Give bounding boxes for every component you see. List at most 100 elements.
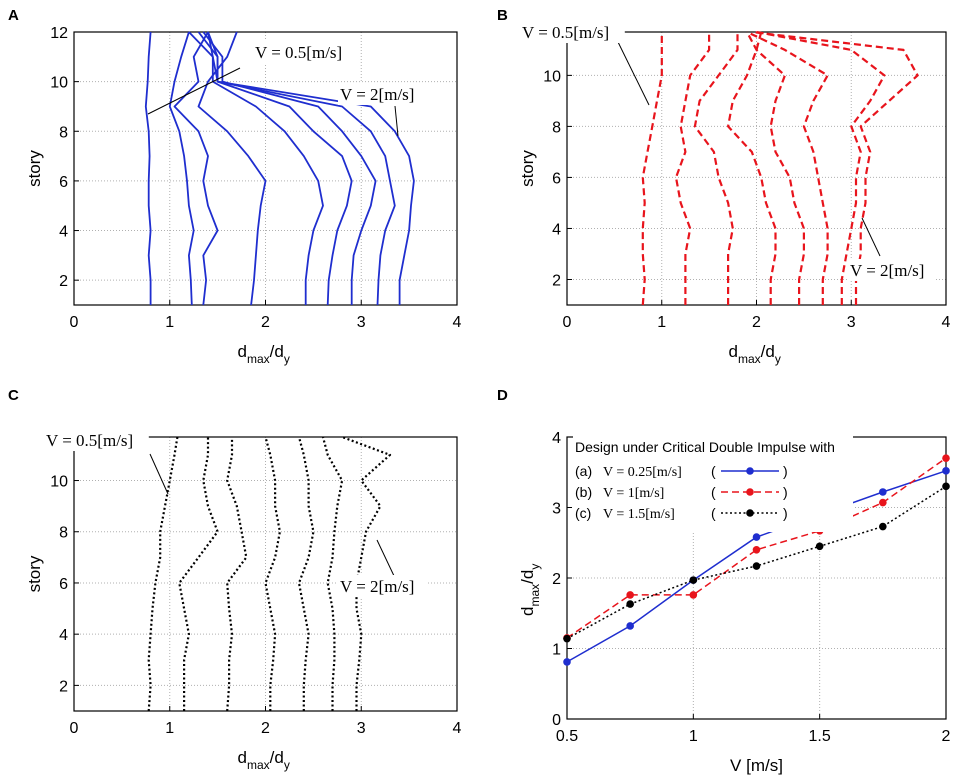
- series-line: [674, 32, 711, 305]
- x-tick-label: 2: [261, 720, 270, 737]
- x-tick-label: 3: [357, 720, 366, 737]
- y-tick-label: 8: [552, 119, 561, 136]
- annotation-bg: [44, 429, 149, 451]
- y-axis-label: story: [518, 150, 537, 187]
- annotation-leader: [376, 539, 396, 579]
- series-line: [264, 436, 281, 711]
- series-line: [178, 437, 219, 711]
- series-line: [226, 437, 248, 712]
- y-tick-label: 6: [552, 170, 561, 187]
- x-tick-label: 4: [453, 314, 462, 331]
- data-point: [942, 467, 950, 475]
- data-point: [752, 533, 761, 541]
- x-axis-label: dmax/dy: [238, 748, 290, 772]
- x-tick-label: 1: [657, 314, 666, 331]
- annotation-leader: [861, 217, 881, 257]
- annotation-label: V = 2[m/s]: [340, 577, 414, 596]
- y-tick-label: 10: [543, 68, 561, 85]
- x-tick-label: 1: [165, 720, 174, 737]
- legend-swatch-marker: [746, 509, 754, 517]
- series-line: [207, 31, 324, 305]
- series-line: [746, 31, 806, 305]
- y-tick-label: 4: [552, 430, 561, 447]
- legend-paren: (: [711, 484, 716, 500]
- y-tick-label: 6: [59, 576, 68, 593]
- x-axis-label: dmax/dy: [729, 342, 781, 366]
- data-point: [879, 522, 887, 531]
- x-tick-label: 3: [847, 314, 856, 331]
- y-tick-label: 2: [59, 273, 68, 290]
- x-tick-label: 0: [70, 314, 79, 331]
- y-tick-label: 2: [552, 571, 561, 588]
- data-point: [879, 498, 887, 507]
- x-tick-label: 2: [942, 728, 951, 745]
- x-tick-label: 4: [453, 720, 462, 737]
- y-tick-label: 4: [59, 224, 68, 241]
- data-point: [563, 634, 571, 643]
- panel-label: D: [497, 387, 508, 404]
- y-tick-label: 4: [59, 627, 68, 644]
- panel-label: C: [8, 387, 19, 404]
- annotation-leader: [394, 105, 399, 137]
- series-line: [297, 436, 315, 711]
- legend-item-label: V = 1[m/s]: [603, 486, 664, 501]
- y-axis-label: story: [25, 555, 44, 592]
- series-line: [726, 31, 777, 305]
- legend-item-label: V = 0.25[m/s]: [603, 465, 682, 480]
- data-point: [752, 562, 761, 570]
- data-point: [942, 482, 950, 491]
- series-line: [341, 435, 392, 711]
- data-point: [563, 658, 571, 666]
- legend-item-label: V = 1.5[m/s]: [603, 507, 675, 522]
- x-axis-label: dmax/dy: [238, 342, 290, 366]
- legend-paren: (: [711, 463, 716, 479]
- annotation-leader: [617, 41, 650, 106]
- data-point: [815, 542, 824, 551]
- y-tick-label: 8: [59, 525, 68, 542]
- panel-c: C 0 1 2 3 4 2 4 6 8 10 dmax/dy story V = 0.5[m/s] V = …: [8, 387, 462, 772]
- y-tick-label: 6: [59, 174, 68, 191]
- y-tick-label: 12: [50, 25, 68, 42]
- legend-item-name: (a): [575, 463, 592, 479]
- legend-swatch-marker: [746, 488, 754, 496]
- data-point: [689, 576, 698, 584]
- y-tick-label: 2: [552, 272, 561, 289]
- series-line: [202, 31, 377, 305]
- legend-item-name: (c): [575, 505, 591, 521]
- annotation-leader: [147, 67, 241, 115]
- series-line: [188, 31, 415, 305]
- y-tick-label: 10: [50, 75, 68, 92]
- data-point: [626, 600, 634, 608]
- x-tick-label: 2: [752, 314, 761, 331]
- y-axis-label: story: [25, 150, 44, 187]
- panel-label: A: [8, 7, 19, 24]
- annotation-bg: [338, 83, 426, 105]
- x-tick-label: 1: [689, 728, 698, 745]
- series-line: [197, 31, 267, 306]
- annotation-bg: [520, 21, 625, 43]
- x-tick-label: 0.5: [556, 728, 578, 745]
- series-line: [641, 32, 663, 306]
- annotation-bg: [253, 41, 358, 63]
- x-tick-label: 1.5: [809, 728, 831, 745]
- y-tick-label: 2: [59, 678, 68, 695]
- annotation-leader: [149, 453, 169, 495]
- annotation-label: V = 0.5[m/s]: [255, 43, 342, 62]
- x-axis-label: V [m/s]: [730, 756, 783, 775]
- series-line: [168, 31, 195, 306]
- legend-paren: ): [783, 505, 788, 521]
- series-line: [693, 32, 739, 305]
- y-tick-label: 4: [552, 221, 561, 238]
- series-line: [147, 436, 179, 712]
- data-point: [942, 454, 950, 462]
- y-axis-label: dmax/dy: [518, 564, 542, 616]
- series-line: [746, 31, 829, 305]
- data-point: [626, 622, 634, 630]
- data-point: [752, 546, 761, 554]
- x-tick-label: 2: [261, 314, 270, 331]
- legend-paren: ): [783, 484, 788, 500]
- legend-swatch-marker: [746, 467, 754, 475]
- annotation-bg: [338, 575, 426, 597]
